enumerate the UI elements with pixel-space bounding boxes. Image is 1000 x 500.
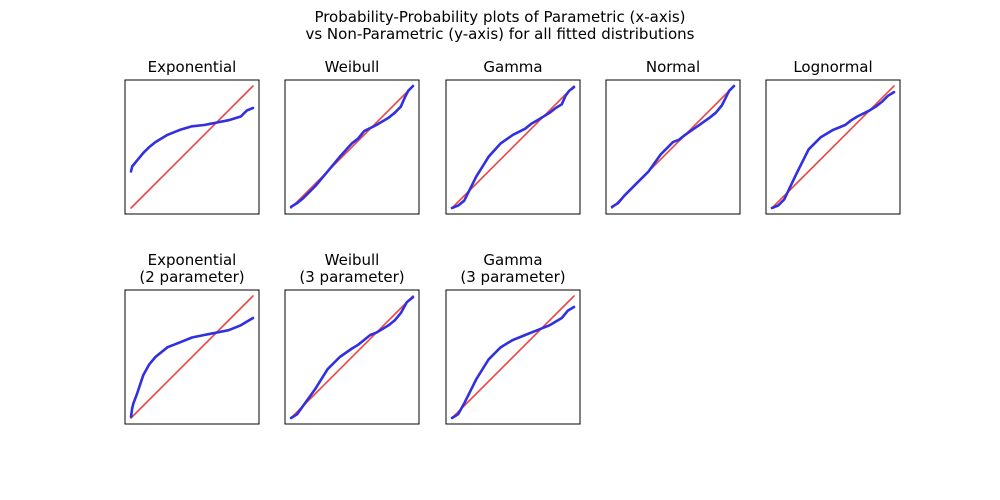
reference-diagonal-line <box>451 295 575 419</box>
subplot-frame <box>445 79 581 215</box>
figure-title-line1: Probability-Probability plots of Paramet… <box>314 8 685 26</box>
subplot-title: (2 parameter) <box>139 268 244 286</box>
reference-diagonal-line <box>130 295 254 419</box>
subplot-title: (3 parameter) <box>460 268 565 286</box>
subplot-title: Gamma <box>483 251 542 269</box>
subplot-title: Normal <box>646 58 700 76</box>
subplot-title: Weibull <box>325 251 380 269</box>
pp-subplot: Weibull <box>284 58 420 215</box>
figure-title-line2: vs Non-Parametric (y-axis) for all fitte… <box>305 25 694 43</box>
pp-subplot: Lognormal <box>765 58 901 215</box>
empirical-pp-line <box>450 305 576 420</box>
subplot-title: (3 parameter) <box>299 268 404 286</box>
empirical-pp-line <box>289 295 415 420</box>
subplot-title: Exponential <box>148 251 237 269</box>
empirical-pp-line <box>450 85 576 210</box>
pp-subplot: Weibull(3 parameter) <box>284 251 420 425</box>
empirical-pp-line <box>610 84 736 209</box>
empirical-pp-line <box>289 84 415 209</box>
subplot-frame <box>124 289 260 425</box>
pp-subplot: Gamma(3 parameter) <box>445 251 581 425</box>
subplot-title: Lognormal <box>793 58 872 76</box>
reference-diagonal-line <box>451 85 575 209</box>
subplot-title: Weibull <box>325 58 380 76</box>
subplot-frame <box>124 79 260 215</box>
empirical-pp-line <box>770 90 896 210</box>
subplot-frame <box>765 79 901 215</box>
pp-subplot: Exponential(2 parameter) <box>124 251 260 425</box>
reference-diagonal-line <box>290 295 414 419</box>
pp-subplot: Exponential <box>124 58 260 215</box>
reference-diagonal-line <box>771 85 895 209</box>
subplot-frame <box>284 289 420 425</box>
reference-diagonal-line <box>130 85 254 209</box>
subplot-title: Exponential <box>148 58 237 76</box>
empirical-pp-line <box>129 316 255 419</box>
pp-subplot: Normal <box>605 58 741 215</box>
pp-subplot: Gamma <box>445 58 581 215</box>
subplot-frame <box>284 79 420 215</box>
subplot-grid: Exponential Weibull Gamma Normal Lognormal Ex… <box>124 58 901 425</box>
reference-diagonal-line <box>290 85 414 209</box>
empirical-pp-line <box>129 106 255 173</box>
subplot-title: Gamma <box>483 58 542 76</box>
subplot-frame <box>445 289 581 425</box>
subplot-frame <box>605 79 741 215</box>
